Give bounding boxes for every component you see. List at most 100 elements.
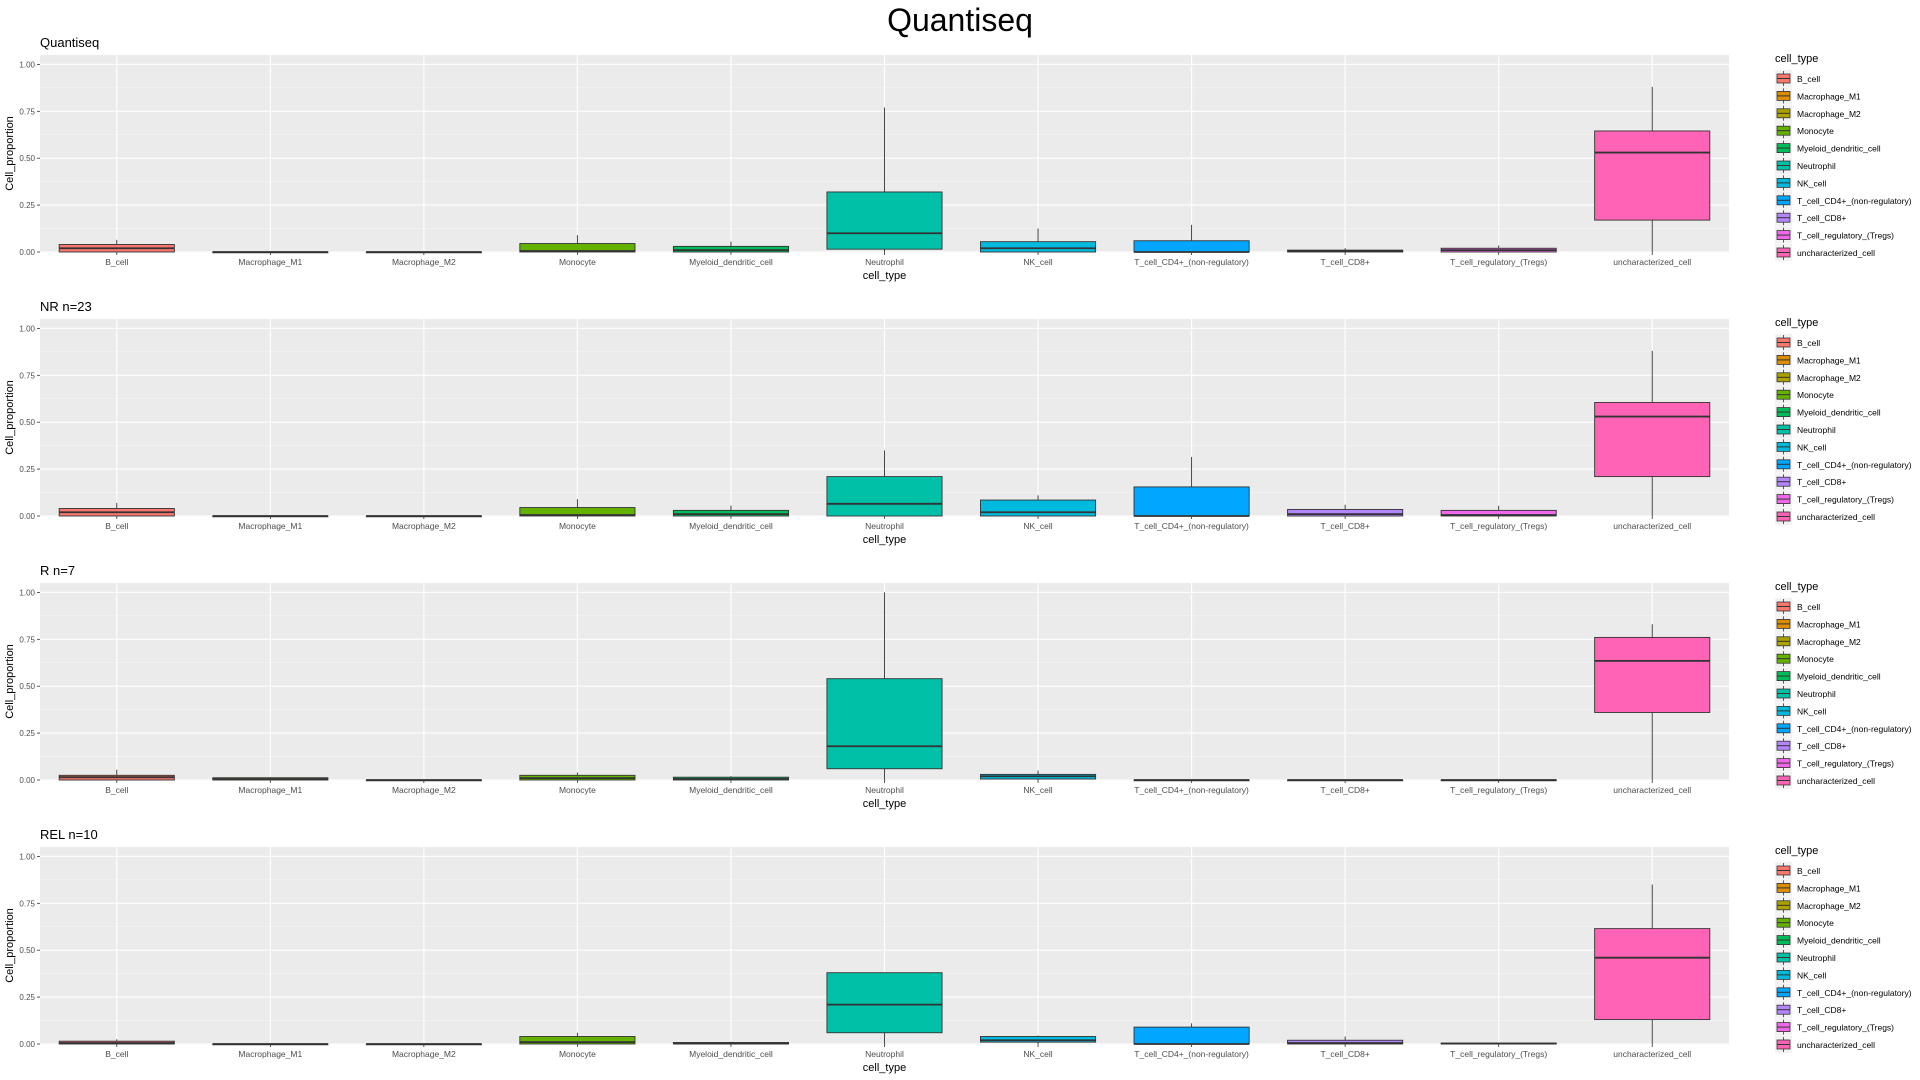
x-tick-label: Macrophage_M2 (392, 785, 456, 795)
x-tick-label: Myeloid_dendritic_cell (689, 521, 773, 531)
x-tick-label: Neutrophil (865, 1049, 904, 1059)
y-tick-label: 0.00 (19, 512, 35, 521)
legend-entry-label: T_cell_CD4+_(non-regulatory) (1797, 196, 1912, 206)
y-axis-label: Cell_proportion (4, 908, 16, 983)
x-tick-label: Myeloid_dendritic_cell (689, 1049, 773, 1059)
box (980, 499, 1097, 517)
x-tick-label: T_cell_CD4+_(non-regulatory) (1134, 257, 1249, 267)
y-tick-label: 0.75 (19, 371, 35, 380)
y-tick-label: 1.00 (19, 324, 35, 333)
x-tick-label: B_cell (105, 257, 128, 267)
x-axis-label: cell_type (863, 1062, 906, 1074)
legend-entry-label: T_cell_regulatory_(Tregs) (1797, 759, 1894, 769)
x-tick-label: Neutrophil (865, 257, 904, 267)
y-tick-label: 0.75 (19, 899, 35, 908)
legend-entry-label: Macrophage_M2 (1797, 373, 1861, 383)
x-axis-label: cell_type (863, 798, 906, 810)
x-tick-label: Monocyte (559, 1049, 596, 1059)
box (672, 245, 789, 253)
x-tick-label: T_cell_CD8+ (1320, 257, 1369, 267)
x-tick-label: Myeloid_dendritic_cell (689, 785, 773, 795)
y-axis-label: Cell_proportion (4, 116, 16, 191)
y-tick-label: 1.00 (19, 852, 35, 861)
x-tick-label: T_cell_CD8+ (1320, 1049, 1369, 1059)
x-axis-label: cell_type (863, 270, 906, 282)
legend-entry-label: Macrophage_M1 (1797, 355, 1861, 365)
legend-entry-label: Macrophage_M2 (1797, 637, 1861, 647)
legend-entry-label: Macrophage_M2 (1797, 901, 1861, 911)
x-tick-label: Myeloid_dendritic_cell (689, 257, 773, 267)
box (1133, 1026, 1250, 1045)
y-tick-label: 0.75 (19, 635, 35, 644)
legend-entry-label: NK_cell (1797, 970, 1826, 980)
x-tick-label: Macrophage_M2 (392, 1049, 456, 1059)
legend-entry-label: T_cell_regulatory_(Tregs) (1797, 1023, 1894, 1033)
x-tick-label: Macrophage_M1 (238, 257, 302, 267)
box (1594, 402, 1711, 478)
box (1287, 1039, 1404, 1045)
x-tick-label: B_cell (105, 785, 128, 795)
x-tick-label: T_cell_CD8+ (1320, 521, 1369, 531)
y-axis-label: Cell_proportion (4, 380, 16, 455)
x-tick-label: Monocyte (559, 521, 596, 531)
x-tick-label: uncharacterized_cell (1613, 521, 1691, 531)
box (519, 507, 636, 517)
box (980, 241, 1097, 253)
y-tick-label: 0.50 (19, 946, 35, 955)
box (826, 191, 943, 250)
x-tick-label: uncharacterized_cell (1613, 257, 1691, 267)
legend-entry-label: uncharacterized_cell (1797, 248, 1875, 258)
figure-title: Quantiseq (887, 2, 1033, 38)
legend-entry-label: Neutrophil (1797, 425, 1836, 435)
legend-entry-label: Neutrophil (1797, 953, 1836, 963)
x-tick-label: T_cell_CD4+_(non-regulatory) (1134, 1049, 1249, 1059)
y-tick-label: 1.00 (19, 588, 35, 597)
legend-entry-label: T_cell_CD4+_(non-regulatory) (1797, 988, 1912, 998)
legend-entry-label: uncharacterized_cell (1797, 512, 1875, 522)
legend-entry-label: Monocyte (1797, 390, 1834, 400)
legend-entry-label: uncharacterized_cell (1797, 1040, 1875, 1050)
box (826, 476, 943, 517)
panel-title: R n=7 (40, 563, 75, 578)
x-tick-label: Macrophage_M1 (238, 785, 302, 795)
legend-entry-label: T_cell_CD8+ (1797, 741, 1846, 751)
x-tick-label: T_cell_regulatory_(Tregs) (1450, 521, 1547, 531)
legend-entry-label: B_cell (1797, 602, 1820, 612)
legend-entry-label: T_cell_CD4+_(non-regulatory) (1797, 460, 1912, 470)
legend-entry-label: Monocyte (1797, 918, 1834, 928)
x-tick-label: T_cell_regulatory_(Tregs) (1450, 257, 1547, 267)
y-axis-label: Cell_proportion (4, 644, 16, 719)
box (1440, 509, 1557, 517)
y-tick-label: 0.50 (19, 682, 35, 691)
panel-title: NR n=23 (40, 299, 92, 314)
box (672, 509, 789, 517)
box (980, 1036, 1097, 1043)
legend-entry-label: Macrophage_M1 (1797, 883, 1861, 893)
x-tick-label: Neutrophil (865, 521, 904, 531)
x-tick-label: Macrophage_M1 (238, 521, 302, 531)
legend-entry-label: T_cell_regulatory_(Tregs) (1797, 231, 1894, 241)
x-tick-label: Macrophage_M2 (392, 257, 456, 267)
box (1594, 636, 1711, 713)
legend-entry-label: NK_cell (1797, 706, 1826, 716)
legend-entry-label: NK_cell (1797, 178, 1826, 188)
legend-entry-label: Macrophage_M1 (1797, 619, 1861, 629)
y-tick-label: 0.00 (19, 1040, 35, 1049)
x-axis-label: cell_type (863, 534, 906, 546)
legend-entry-label: Myeloid_dendritic_cell (1797, 936, 1881, 946)
legend-entry-label: Neutrophil (1797, 161, 1836, 171)
x-tick-label: NK_cell (1023, 1049, 1052, 1059)
box (1287, 508, 1404, 517)
legend-entry-label: B_cell (1797, 338, 1820, 348)
legend-entry-label: Monocyte (1797, 126, 1834, 136)
x-tick-label: uncharacterized_cell (1613, 785, 1691, 795)
legend-entry-label: Myeloid_dendritic_cell (1797, 408, 1881, 418)
y-tick-label: 0.25 (19, 729, 35, 738)
y-tick-label: 0.25 (19, 465, 35, 474)
legend-entry-label: Monocyte (1797, 654, 1834, 664)
box (1594, 130, 1711, 221)
legend-entry-label: uncharacterized_cell (1797, 776, 1875, 786)
x-tick-label: T_cell_regulatory_(Tregs) (1450, 785, 1547, 795)
